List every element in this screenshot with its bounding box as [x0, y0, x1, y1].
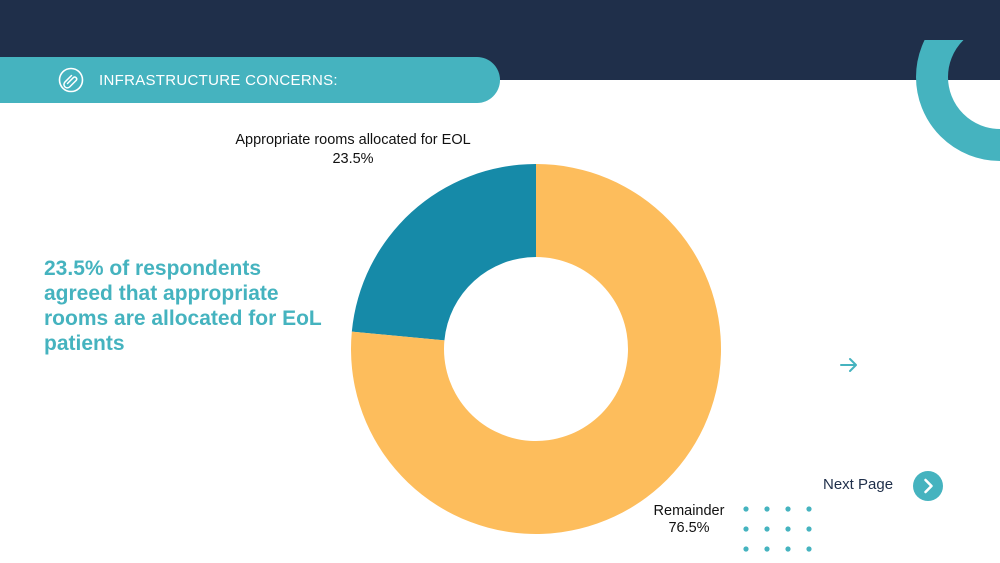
decorative-dot: [764, 526, 770, 532]
decorative-dot: [785, 526, 791, 532]
decorative-dot: [806, 546, 812, 552]
arrow-right-icon[interactable]: [838, 355, 860, 375]
decorative-dot: [806, 526, 812, 532]
paperclip-icon: [58, 67, 84, 93]
donut-slice-1: [350, 164, 722, 534]
slice-value-label-0: 23.5%: [332, 151, 373, 167]
donut-slice-0: [351, 164, 536, 341]
slice-value-label-1: 76.5%: [668, 520, 709, 536]
headline-text: 23.5% of respondents agreed that appropr…: [44, 257, 322, 355]
decorative-dot: [764, 546, 770, 552]
decorative-dot: [785, 506, 791, 512]
next-page-label[interactable]: Next Page: [823, 476, 894, 493]
decorative-dot: [743, 526, 749, 532]
decorative-dot: [743, 546, 749, 552]
chevron-right-icon: [924, 478, 933, 494]
decorative-dot: [806, 506, 812, 512]
section-title-banner: [0, 57, 500, 103]
section-title: INFRASTRUCTURE CONCERNS:: [99, 72, 338, 89]
slice-label-0: Appropriate rooms allocated for EOL: [235, 132, 470, 148]
decorative-dot: [785, 546, 791, 552]
decorative-dot: [764, 506, 770, 512]
decorative-dot: [743, 506, 749, 512]
decorative-ring: [916, 40, 1000, 161]
slice-label-1: Remainder: [654, 503, 725, 519]
next-page-button[interactable]: [913, 471, 943, 501]
decorative-dot-grid: [743, 506, 812, 552]
